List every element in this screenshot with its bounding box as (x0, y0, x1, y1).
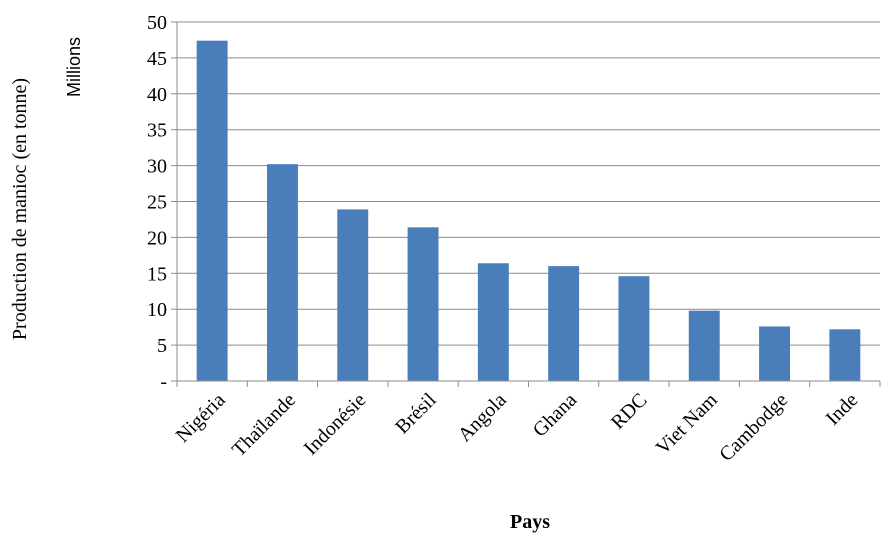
bar (266, 164, 298, 381)
x-tick-label: Inde (822, 389, 863, 430)
x-tick-label: Cambodge (715, 389, 792, 466)
y-tick-label: 15 (147, 263, 167, 285)
axes (171, 21, 881, 387)
x-tick-label: Ghana (529, 389, 582, 442)
y-tick-label: 30 (147, 156, 167, 178)
bar (477, 263, 509, 381)
y-tick-label: 5 (157, 335, 167, 357)
y-axis-title: Production de manioc (en tonne) (9, 78, 31, 340)
x-tick-label: Brésil (391, 389, 441, 439)
y-tick-label: 50 (147, 12, 167, 34)
bar (548, 266, 580, 381)
y-tick-label: 20 (147, 227, 167, 249)
x-axis-title: Pays (510, 511, 550, 533)
bar (196, 40, 228, 381)
bar (618, 276, 650, 381)
y-tick-label: 45 (147, 48, 167, 70)
x-tick-label: RDC (607, 389, 652, 434)
y-tick-label: 25 (147, 192, 167, 214)
x-tick-label: Indonésie (300, 389, 371, 460)
bar (829, 329, 861, 381)
bar (407, 227, 439, 381)
bars (196, 40, 861, 381)
bar (337, 209, 369, 381)
bar (688, 310, 720, 381)
x-tick-label: Nigéria (172, 389, 230, 447)
y-axis-unit-label: Millions (64, 37, 84, 97)
y-tick-label: 10 (147, 299, 167, 321)
x-tick-label: Angola (454, 389, 511, 446)
y-tick-labels: - 5 10 15 20 25 30 35 40 45 50 (147, 12, 167, 393)
y-tick-label: 35 (147, 120, 167, 142)
y-tick-label: - (160, 371, 167, 393)
x-tick-label: Thaïlande (228, 389, 300, 461)
x-tick-label: Viet Nam (652, 389, 722, 459)
y-tick-label: 40 (147, 84, 167, 106)
bar (759, 326, 791, 381)
